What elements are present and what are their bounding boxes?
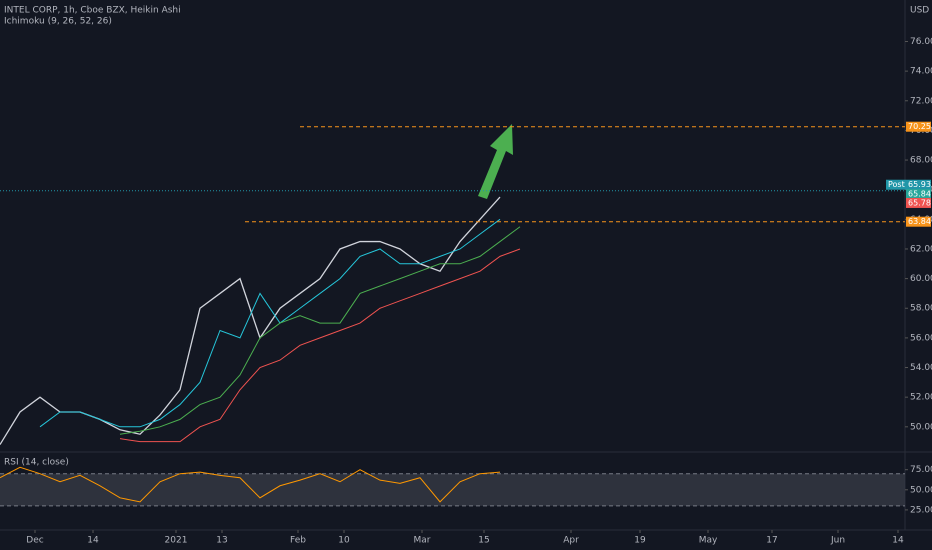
x-tick-label: 14 xyxy=(892,536,904,546)
y-tick-label: 58.00 xyxy=(910,304,932,314)
y-tick-label: 54.00 xyxy=(910,363,932,373)
x-tick-label: 14 xyxy=(87,536,99,546)
series-line xyxy=(119,248,521,443)
y-tick-label: 25.00 xyxy=(910,505,932,515)
y-tick-label: 60.00 xyxy=(910,274,932,284)
x-tick-label: Mar xyxy=(414,536,431,546)
price-label-box xyxy=(906,197,931,208)
y-tick-label: 72.00 xyxy=(910,96,932,106)
price-tag: Post xyxy=(888,180,905,189)
y-tick-label: 52.00 xyxy=(910,393,932,403)
y-tick-label: 50.00 xyxy=(910,485,932,495)
x-tick-label: 10 xyxy=(338,536,350,546)
x-tick-label: 15 xyxy=(478,536,489,546)
price-label: 65.84 xyxy=(908,190,931,199)
y-tick-label: 75.00 xyxy=(910,465,932,475)
y-tick-label: 74.00 xyxy=(910,67,932,77)
y-tick-label: 50.00 xyxy=(910,422,932,432)
price-label: 70.25 xyxy=(908,122,931,131)
x-tick-label: Feb xyxy=(290,536,306,546)
x-tick-label: May xyxy=(699,536,718,546)
y-tick-label: 76.00 xyxy=(910,37,932,47)
axis-unit: USD xyxy=(910,6,929,16)
price-label: 65.93 xyxy=(908,180,931,189)
chart-title: INTEL CORP, 1h, Cboe BZX, Heikin Ashi xyxy=(4,6,181,16)
x-tick-label: Apr xyxy=(563,536,579,546)
x-tick-label: 17 xyxy=(766,536,777,546)
price-label: 63.84 xyxy=(908,217,931,226)
price-label-box xyxy=(906,189,931,200)
x-tick-label: 2021 xyxy=(165,536,188,546)
indicator-title: Ichimoku (9, 26, 52, 26) xyxy=(4,17,112,27)
x-tick-label: Dec xyxy=(26,536,43,546)
price-label: 65.78 xyxy=(908,198,931,207)
x-tick-label: 13 xyxy=(216,536,227,546)
y-tick-label: 62.00 xyxy=(910,244,932,254)
y-tick-label: 56.00 xyxy=(910,333,932,343)
price-label-box xyxy=(906,216,931,227)
series-line xyxy=(119,226,521,435)
series-line xyxy=(39,218,501,428)
price-label-box xyxy=(906,121,931,132)
x-tick-label: Jun xyxy=(830,536,845,546)
x-tick-label: 19 xyxy=(634,536,646,546)
price-tag-box xyxy=(886,179,906,190)
rsi-title: RSI (14, close) xyxy=(4,458,69,468)
y-tick-label: 68.00 xyxy=(910,156,932,166)
price-label-box xyxy=(906,179,931,190)
series-line xyxy=(0,466,501,503)
arrow xyxy=(478,124,513,199)
